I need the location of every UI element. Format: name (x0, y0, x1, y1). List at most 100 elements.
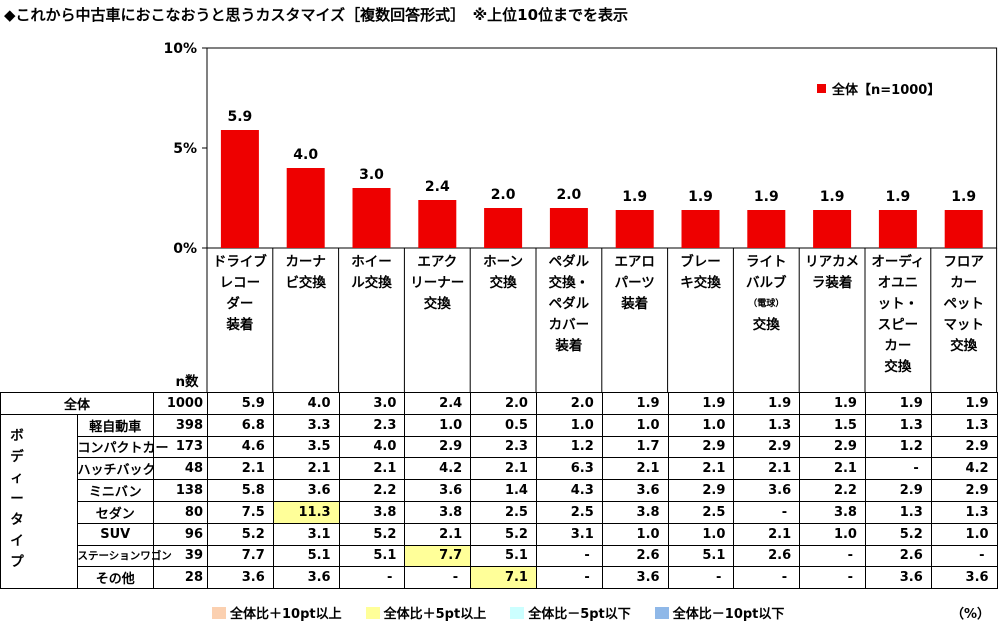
table-cell: 5.9 (207, 392, 274, 415)
row-label: ハッチバック (76, 457, 156, 481)
data-table: 全体 1000 5.9 4.0 3.0 2.4 2.0 2.0 1.9 1.9 1.9 1.9 1.9 1… (0, 392, 998, 590)
table-cell: 3.6 (404, 479, 472, 502)
category-label: 交換・ (549, 274, 590, 291)
plot-frame (206, 47, 998, 249)
row-label: SUV (76, 522, 154, 546)
row-n: 28 (153, 566, 208, 590)
table-cell: 2.0 (470, 392, 537, 415)
table-cell: 1.2 (864, 435, 932, 459)
row-n: 80 (153, 500, 208, 524)
category-label: ダー (226, 295, 253, 312)
row-n: 48 (153, 457, 208, 481)
bar-value-label: 1.9 (820, 189, 845, 205)
table-cell: 1.9 (864, 392, 932, 415)
table-cell: 2.1 (667, 457, 735, 481)
table-cell: 2.4 (404, 392, 472, 415)
table-cell: 1.5 (799, 413, 866, 437)
category-label: パーツ (615, 275, 655, 291)
table-cell: 3.6 (601, 479, 669, 502)
category-label: 交換 (490, 274, 517, 291)
table-cell: 5.2 (338, 522, 406, 546)
category-label: 装着 (225, 316, 253, 333)
table-cell: 11.3 (272, 500, 340, 524)
table-cell: 3.6 (601, 566, 669, 590)
category-label: 交換 (753, 316, 780, 333)
table-cell: 2.1 (601, 457, 669, 481)
table-row: 全体 1000 5.9 4.0 3.0 2.4 2.0 2.0 1.9 1.9 1.9 1.9 1.9 1… (0, 392, 998, 415)
bar-value-label: 1.9 (951, 189, 976, 205)
category-label: 装着 (620, 295, 648, 312)
table-cell: 3.8 (404, 500, 472, 524)
table-cell: 2.9 (404, 435, 472, 459)
bar-value-label: 3.0 (359, 167, 384, 183)
table-cell: 2.1 (207, 457, 274, 481)
table-cell: 2.3 (470, 435, 537, 459)
table-cell: 5.1 (272, 544, 340, 568)
table-cell: - (799, 544, 866, 568)
table-cell: 2.1 (272, 457, 340, 481)
table-cell: 3.6 (207, 566, 274, 590)
table-cell: 2.9 (799, 435, 866, 459)
bar (615, 210, 654, 248)
category-label: ドライブ (213, 253, 267, 270)
y-tick-label: 0% (173, 241, 197, 257)
bar-value-label: 2.0 (491, 187, 516, 203)
table-cell: 4.2 (930, 457, 998, 481)
group-cell (0, 413, 78, 590)
table-cell: 7.7 (404, 544, 472, 568)
table-cell: 2.6 (733, 544, 801, 568)
table-cell: - (733, 500, 801, 524)
bar (681, 210, 720, 248)
category-label: キ交換 (680, 274, 721, 291)
category-label: ペット (943, 296, 984, 312)
category-label: ラ装着 (812, 274, 853, 291)
highlight-legend-item: 全体比＋10pt以上 (212, 603, 342, 622)
table-cell: 1.9 (799, 392, 866, 415)
highlight-legend: 全体比＋10pt以上 全体比＋5pt以上 全体比－5pt以下 全体比－10pt以下 (212, 603, 784, 622)
category-label: バルブ (746, 274, 787, 291)
category-label: オーディ (871, 253, 924, 270)
table-cell: 3.1 (272, 522, 340, 546)
table-cell: 4.3 (535, 479, 603, 502)
category-label: ホーン (483, 254, 523, 270)
table-cell: 1.0 (535, 413, 603, 437)
bar (418, 200, 457, 248)
highlight-legend-item: 全体比＋5pt以上 (365, 603, 486, 622)
category-label: カバー (549, 317, 590, 333)
table-cell: 5.1 (470, 544, 537, 568)
table-cell: 7.5 (207, 500, 274, 524)
table-row: ミニバン 138 5.8 3.6 2.2 3.6 1.4 4.3 3.6 2.9 3.6 2.2 2.9… (1, 479, 998, 502)
legend-label: 全体【n=1000】 (832, 83, 941, 98)
table-cell: 7.1 (470, 566, 537, 590)
table-cell: 5.8 (207, 479, 274, 502)
highlight-swatch (654, 606, 669, 619)
table-cell: 2.1 (799, 457, 866, 481)
category-label: 交換 (424, 295, 451, 312)
table-cell: 5.2 (207, 522, 274, 546)
table-cell: 1.3 (864, 413, 932, 437)
category-label: エアク (417, 254, 457, 270)
highlight-legend-item: 全体比－5pt以下 (510, 603, 631, 622)
bar-value-label: 4.0 (293, 147, 318, 163)
n-header: n数 (175, 373, 199, 390)
table-cell: 2.3 (338, 413, 406, 437)
highlight-legend-item: 全体比－10pt以下 (654, 603, 784, 622)
y-tick-label: 5% (173, 141, 197, 157)
bar-value-label: 1.9 (622, 189, 647, 205)
table-cell: 1.0 (601, 413, 669, 437)
table-cell: - (338, 566, 406, 590)
chart-title: ◆これから中古車におこなおうと思うカスタマイズ［複数回答形式］ ※上位10位まで… (4, 6, 629, 24)
table-cell: 6.8 (207, 413, 274, 437)
bar (286, 168, 325, 248)
row-n: 1000 (153, 392, 208, 415)
table-cell: - (535, 544, 603, 568)
bar-value-label: 1.9 (754, 189, 779, 205)
table-cell: 1.4 (470, 479, 537, 502)
table-cell: 2.9 (667, 479, 735, 502)
table-cell: - (799, 566, 866, 590)
bar (944, 210, 983, 248)
table-row: 軽自動車 398 6.8 3.3 2.3 1.0 0.5 1.0 1.0 1.0 1.3 1.5 1.3… (0, 413, 998, 590)
table-cell: 3.6 (272, 566, 340, 590)
table-cell: 2.6 (864, 544, 932, 568)
table-cell: 5.1 (667, 544, 735, 568)
